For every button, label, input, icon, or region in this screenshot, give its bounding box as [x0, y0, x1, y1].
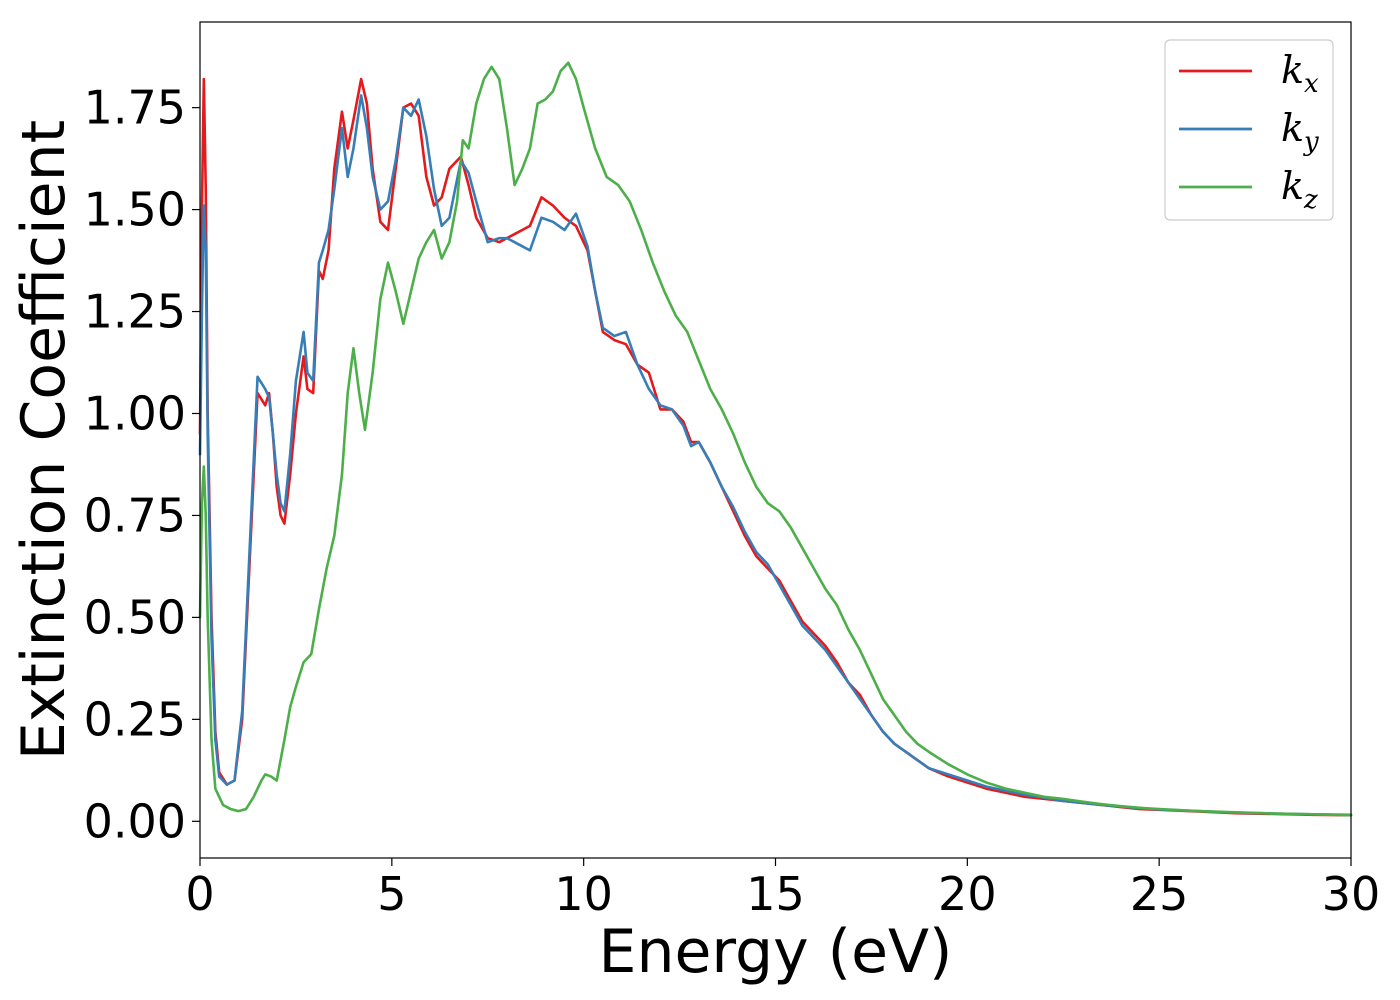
y-tick-label: 0.25 — [84, 692, 186, 746]
y-tick-label: 1.75 — [84, 81, 186, 135]
y-tick-label: 1.25 — [84, 285, 186, 339]
x-tick-label: 20 — [938, 867, 997, 921]
series-line-y — [198, 94, 1353, 817]
series-line-z — [198, 61, 1353, 817]
legend-label-x: kx — [1281, 48, 1319, 99]
x-tick-label: 10 — [554, 867, 613, 921]
y-tick-label: 0.00 — [84, 794, 186, 848]
legend-label-z: kz — [1281, 164, 1318, 215]
x-tick-label: 15 — [746, 867, 805, 921]
x-tick-label: 0 — [185, 867, 214, 921]
y-tick-label: 0.50 — [84, 590, 186, 644]
series-layer — [198, 61, 1353, 817]
legend: kx ky kz — [1164, 39, 1334, 221]
x-tick-label: 30 — [1322, 867, 1381, 921]
y-tick-label: 1.00 — [84, 386, 186, 440]
x-tick-label: 5 — [377, 867, 406, 921]
y-tick-label: 0.75 — [84, 488, 186, 542]
x-tick-label: 25 — [1130, 867, 1189, 921]
x-axis-ticks: 0 5 10 15 20 25 30 — [185, 858, 1380, 921]
y-axis-ticks: 0.00 0.25 0.50 0.75 1.00 1.25 1.50 1.75 — [84, 81, 200, 848]
y-tick-label: 1.50 — [84, 183, 186, 237]
y-axis-label: Extinction Coefficient — [9, 120, 79, 760]
legend-label-y: ky — [1281, 106, 1319, 157]
x-axis-label: Energy (eV) — [599, 917, 953, 987]
